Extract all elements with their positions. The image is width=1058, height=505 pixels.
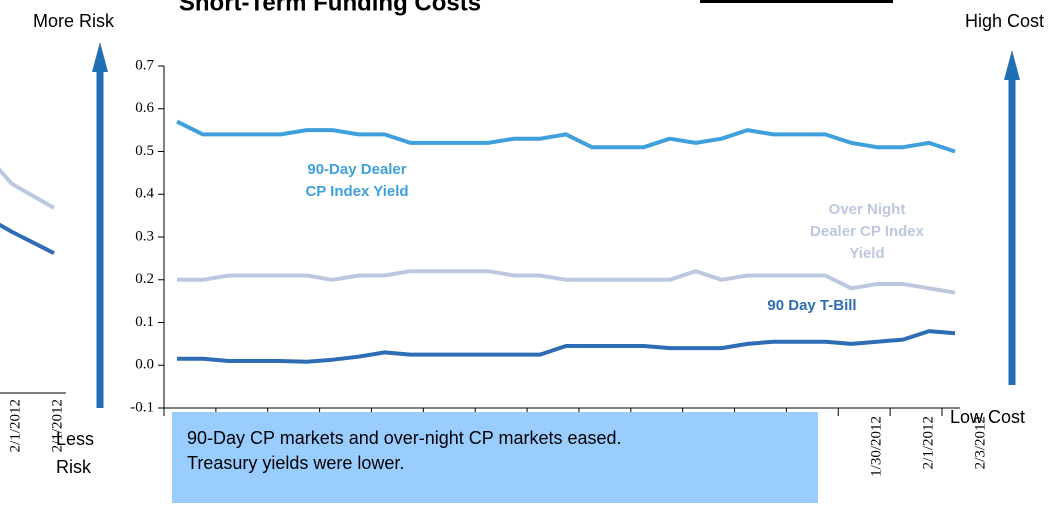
series-label: 90-Day Dealer CP Index Yield xyxy=(305,161,408,200)
y-tick-label: 0.6 xyxy=(135,100,154,116)
x-tick-label: 2/1/2012 xyxy=(921,416,937,469)
x-tick-label: 2/1/2012 xyxy=(49,399,65,452)
series-label: 90 Day T-Bill xyxy=(767,297,856,314)
series-line xyxy=(177,269,956,295)
less-risk-label: Less xyxy=(56,429,94,449)
series-label-line: Over Night xyxy=(829,201,906,218)
risk-arrowhead xyxy=(92,42,108,72)
less-risk-label: Risk xyxy=(56,457,92,477)
y-tick-label: -0.1 xyxy=(130,399,154,415)
note-box: 90-Day CP markets and over-night CP mark… xyxy=(172,412,818,503)
y-tick-label: 0.5 xyxy=(135,143,154,159)
y-tick-label: 0.2 xyxy=(135,271,154,287)
series-line xyxy=(176,119,956,154)
series-line xyxy=(177,329,956,364)
series-label-line: CP Index Yield xyxy=(305,183,408,200)
header-bar xyxy=(700,0,893,3)
low-cost-label: Low Cost xyxy=(950,407,1025,427)
x-tick-label: 2/3/2012 xyxy=(972,416,988,469)
y-tick-label: 0.0 xyxy=(135,357,154,373)
y-tick-label: 0.7 xyxy=(135,57,154,73)
high-cost-label: High Cost xyxy=(965,11,1044,31)
more-risk-label: More Risk xyxy=(33,11,115,31)
x-tick-label: 1/30/2012 xyxy=(869,416,885,477)
y-tick-label: 0.1 xyxy=(135,314,154,330)
y-tick-label: 0.4 xyxy=(135,186,154,202)
x-tick-label: 2/1/2012 xyxy=(7,399,23,452)
y-tick-label: 0.3 xyxy=(135,228,154,244)
chart-title: Short-Term Funding Costs xyxy=(179,0,481,16)
note-line: Treasury yields were lower. xyxy=(187,453,405,473)
series-label-line: 90-Day Dealer xyxy=(307,161,406,178)
series-label-line: Yield xyxy=(849,245,884,262)
series-label-line: Dealer CP Index xyxy=(810,223,925,240)
series-label: Over Night Dealer CP Index Yield xyxy=(810,201,925,262)
cost-arrowhead xyxy=(1004,50,1020,80)
series-line xyxy=(0,167,55,210)
series-line xyxy=(0,222,55,255)
note-line: 90-Day CP markets and over-night CP mark… xyxy=(187,428,622,448)
